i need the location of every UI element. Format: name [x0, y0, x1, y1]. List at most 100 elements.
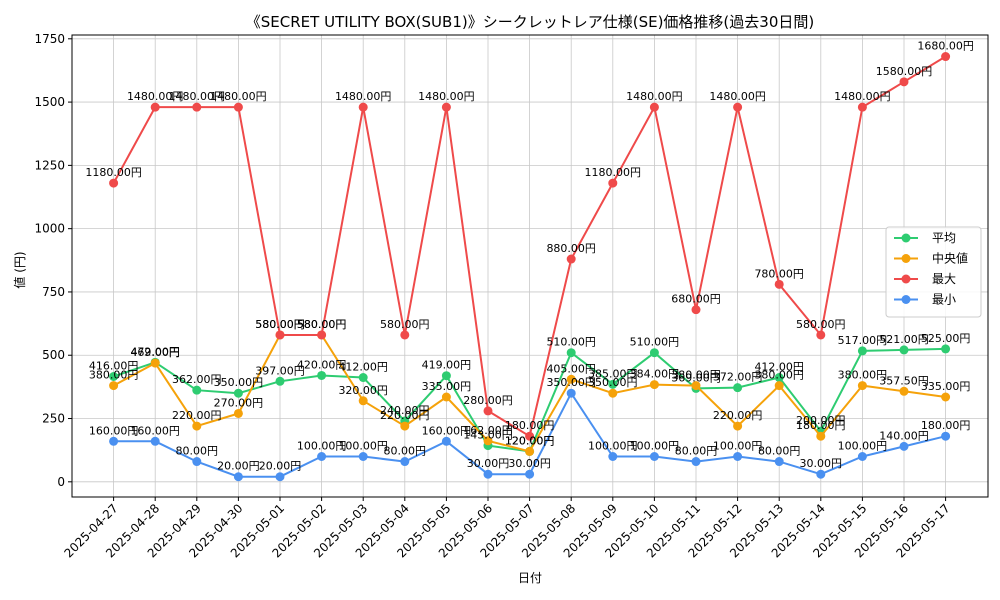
data-label: 1480.00円	[626, 90, 683, 103]
data-label: 369.00円	[671, 371, 721, 384]
data-point	[192, 102, 202, 112]
data-label: 1480.00円	[127, 90, 184, 103]
data-label: 335.00円	[422, 380, 472, 393]
data-point	[649, 102, 659, 112]
data-label: 30.00円	[508, 457, 551, 470]
data-point	[608, 178, 618, 188]
data-label: 140.00円	[879, 429, 929, 442]
data-label: 120.00円	[505, 434, 555, 447]
data-label: 680.00円	[671, 293, 721, 306]
y-tick-label: 1750	[34, 32, 65, 46]
data-point	[400, 330, 410, 340]
data-point	[816, 431, 826, 441]
data-point	[483, 469, 493, 479]
data-label: 100.00円	[588, 439, 638, 452]
data-point	[816, 330, 826, 340]
data-labels: 416.00円472.00円362.00円350.00円397.00円420.0…	[85, 40, 973, 473]
data-point	[317, 370, 327, 380]
data-label: 80.00円	[176, 445, 219, 458]
data-label: 270.00円	[214, 396, 264, 409]
data-label: 380.00円	[89, 369, 139, 382]
data-label: 160.00円	[130, 424, 180, 437]
data-point	[275, 376, 285, 386]
data-point	[649, 451, 659, 461]
data-point	[899, 345, 909, 355]
y-tick-label: 500	[42, 348, 65, 362]
data-point	[192, 421, 202, 431]
data-point	[109, 436, 119, 446]
data-label: 416.00円	[89, 360, 139, 373]
data-point	[441, 436, 451, 446]
data-label: 1480.00円	[169, 90, 226, 103]
data-point	[150, 102, 160, 112]
data-label: 1480.00円	[418, 90, 475, 103]
data-label: 420.00円	[297, 358, 347, 371]
data-label: 412.00円	[338, 361, 388, 374]
legend-label: 平均	[932, 231, 956, 245]
data-label: 180.00円	[921, 419, 971, 432]
data-point	[317, 330, 327, 340]
y-tick-label: 0	[57, 475, 65, 489]
data-point	[649, 348, 659, 358]
data-label: 380.00円	[838, 369, 888, 382]
data-label: 384.00円	[630, 368, 680, 381]
y-tick-label: 1250	[34, 158, 65, 172]
data-label: 1480.00円	[834, 90, 891, 103]
data-point	[109, 372, 119, 382]
legend-marker	[901, 274, 911, 284]
data-label: 30.00円	[467, 457, 510, 470]
data-point	[941, 392, 951, 402]
chart-title: 《SECRET UTILITY BOX(SUB1)》シークレットレア仕様(SE)…	[246, 13, 814, 31]
data-label: 469.00円	[130, 346, 180, 359]
data-point	[566, 388, 576, 398]
data-point	[233, 472, 243, 482]
data-label: 780.00円	[754, 267, 804, 280]
legend-marker	[901, 254, 911, 263]
data-label: 160.00円	[89, 424, 139, 437]
data-point	[109, 178, 119, 188]
data-label: 1180.00円	[585, 166, 642, 179]
data-point	[400, 421, 410, 431]
data-point	[358, 451, 368, 461]
legend-marker	[901, 295, 911, 304]
data-label: 1480.00円	[709, 90, 766, 103]
data-point	[733, 451, 743, 461]
data-label: 80.00円	[758, 445, 801, 458]
data-point	[941, 52, 951, 62]
data-label: 525.00円	[921, 332, 971, 345]
data-point	[899, 386, 909, 396]
x-axis-label: 日付	[518, 571, 542, 585]
data-point	[774, 373, 784, 383]
data-label: 472.00円	[130, 345, 180, 358]
data-label: 220.00円	[713, 409, 763, 422]
y-tick-label: 1500	[34, 95, 65, 109]
data-label: 580.00円	[297, 318, 347, 331]
data-point	[150, 436, 160, 446]
data-label: 510.00円	[630, 336, 680, 349]
legend-label: 最小	[932, 293, 956, 307]
data-label: 350.00円	[214, 376, 264, 389]
data-point	[275, 472, 285, 482]
data-point	[525, 469, 535, 479]
data-point	[109, 381, 119, 391]
data-point	[733, 102, 743, 112]
data-label: 880.00円	[546, 242, 596, 255]
data-point	[192, 385, 202, 395]
data-label: 1480.00円	[335, 90, 392, 103]
data-label: 405.00円	[546, 362, 596, 375]
data-point	[608, 451, 618, 461]
data-point	[275, 330, 285, 340]
data-label: 580.00円	[255, 318, 305, 331]
data-label: 100.00円	[630, 439, 680, 452]
data-label: 580.00円	[796, 318, 846, 331]
data-point	[691, 381, 701, 391]
data-label: 180.00円	[796, 419, 846, 432]
data-label: 580.00円	[297, 318, 347, 331]
data-label: 385.00円	[588, 367, 638, 380]
data-label: 419.00円	[422, 359, 472, 372]
data-label: 80.00円	[675, 445, 718, 458]
data-label: 517.00円	[838, 334, 888, 347]
data-point	[192, 457, 202, 467]
